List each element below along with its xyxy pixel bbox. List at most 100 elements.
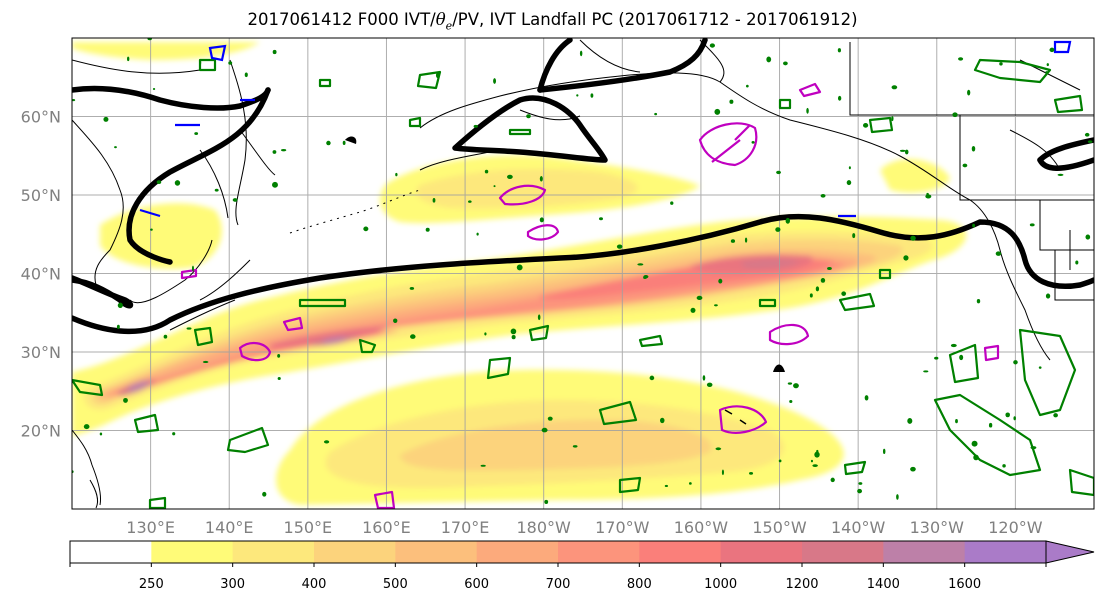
colorbar-segment [883,541,966,563]
pv-dot [526,114,531,119]
pv-dot [857,488,863,494]
pv-contours-magenta [180,82,1000,509]
lon-label: 170°E [441,518,490,537]
pv-dot [228,61,233,65]
pv-dot [820,278,826,283]
lon-label: 160°E [362,518,411,537]
pv-dot [272,49,277,55]
pc-feature-black [345,136,785,372]
lon-labels: 130°E 140°E 150°E 160°E 170°E 180°W 170°W 160°W… [126,518,1042,537]
pv-dot [910,466,916,472]
pv-dot [643,274,649,279]
pv-dot [114,146,117,149]
pv-dot [749,472,754,475]
pv-dot [852,233,856,239]
pv-dot [999,62,1003,66]
colorbar-segment [802,541,884,563]
pv-dot [493,185,496,188]
pv-dot [766,56,772,63]
pv-dot [342,140,346,146]
pv-dot [127,56,130,62]
pv-dot [820,193,826,198]
colorbar-tick-label: 250 [139,577,164,592]
pv-dot [862,123,869,128]
pv-dot [812,464,818,467]
pv-dot [814,451,820,458]
pv-dot [468,200,472,203]
pv-dot [988,422,993,428]
pv-contours-green [72,58,1094,509]
pv-dot [272,181,278,188]
pv-dot [837,48,841,53]
pv-dot [934,356,939,360]
pv-dot [516,264,523,271]
pv-dot [123,397,128,403]
coastlines [72,39,1094,509]
pv-dot [590,93,594,98]
pv-dot [702,375,706,381]
pv-dot [858,482,863,485]
lon-label: 120°W [988,518,1043,537]
pv-dot [194,132,199,135]
colorbar-extend-arrow [1045,540,1095,564]
pv-dot [539,217,544,223]
pv-dot [787,382,793,385]
lat-label: 60°N [21,108,61,127]
pv-dot [172,432,176,436]
pv-dot [654,112,658,116]
pv-dot [326,140,331,146]
colorbar-tick-label: 1000 [704,577,737,592]
pv-dot [147,38,152,41]
colorbar-segment [232,541,315,563]
map-gridlines [72,38,1094,509]
pv-dot [484,169,489,174]
colorbar-segment [476,541,559,563]
pv-dot [775,227,781,232]
pv-dot [262,491,267,497]
lat-label: 40°N [21,265,61,284]
pv-dot [910,235,916,241]
colorbar-segment [964,541,1047,563]
pv-dot [950,343,957,348]
pv-dot [410,334,416,339]
lon-label: 160°W [674,518,729,537]
pv-dot [664,484,669,488]
pv-dot [789,399,793,403]
pv-dot [1038,366,1042,369]
pv-dot [541,427,548,433]
lon-label: 130°W [910,518,965,537]
pv-dot [435,72,440,79]
pv-dot [199,59,202,66]
title-suffix: /PV, IVT Landfall PC (2017061712 - 20170… [452,10,858,29]
pv-dot [690,307,696,313]
pv-dot [83,424,90,430]
pv-dot [202,360,209,364]
pv-dot [785,217,791,224]
pv-dot [539,176,543,182]
pv-dot [1045,71,1049,74]
pv-dot [841,291,847,296]
pv-dot [425,227,430,232]
colorbar-segment [314,541,396,563]
pv-dot [432,198,436,203]
pv-dot [152,87,156,90]
pv-dot [281,148,287,152]
map-frame [71,37,1095,510]
pv-dot [576,94,579,97]
pv-dot [1053,413,1058,418]
pv-dot [507,174,513,180]
pv-dot [511,335,516,340]
pv-dot [232,198,238,202]
pv-dot [1084,132,1090,137]
pv-dot [476,232,479,236]
pv-dot [899,149,906,152]
pv-dot [778,459,782,463]
pv-dot [277,377,281,380]
pv-dot [729,99,734,104]
pv-small-features [72,38,1093,505]
lat-label: 50°N [21,186,61,205]
pv-dot [907,418,913,424]
colorbar-segment [558,541,640,563]
lon-label: 130°E [126,518,175,537]
pv-dot [696,295,703,300]
